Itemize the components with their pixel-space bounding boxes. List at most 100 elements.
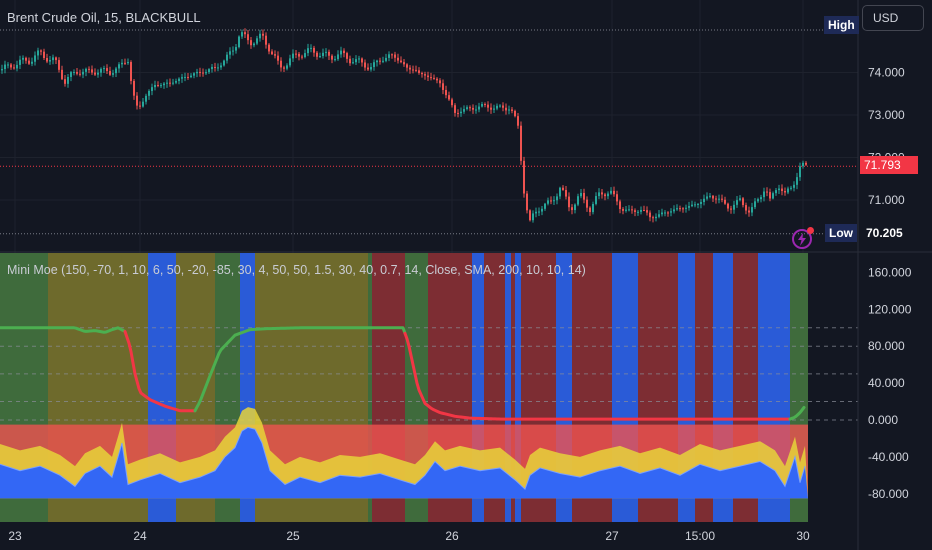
candle-body [472,107,474,110]
candle-body [784,190,786,193]
candle-body [763,191,765,198]
candle-body [565,189,567,197]
time-tick-label: 15:00 [685,529,715,543]
candle-body [286,65,288,69]
candle-body [127,62,129,64]
time-tick-label: 26 [445,529,459,543]
candle-body [631,209,633,211]
candle-body [196,71,198,74]
candle-body [184,76,186,78]
time-tick-label: 27 [605,529,619,543]
candle-body [430,77,432,79]
candle-body [253,43,255,46]
candle-body [142,101,144,107]
candle-body [13,67,15,69]
candle-body [355,59,357,63]
candle-body [118,64,120,69]
candle-body [754,201,756,208]
candle-body [85,68,87,72]
candle-body [25,57,27,61]
candle-body [241,32,243,37]
candle-body [727,203,729,209]
candle-body [529,210,531,221]
candle-body [802,162,804,167]
time-tick-label: 23 [8,529,22,543]
time-axis[interactable]: 23 24 25 26 27 15:00 30 [8,529,810,543]
candle-body [259,33,261,39]
candle-body [265,35,267,45]
candle-body [772,193,774,199]
candle-body [28,60,30,64]
indicator-moe-line [0,326,806,421]
candle-body [58,60,60,70]
candle-body [652,217,654,219]
background-band [511,253,515,522]
candle-body [733,204,735,210]
candle-body [343,50,345,54]
candle-body [247,34,249,41]
candle-body [601,192,603,195]
candle-body [160,85,162,87]
candle-body [145,95,147,102]
indicator-label[interactable]: Mini Moe (150, -70, 1, 10, 6, 50, -20, -… [7,263,586,277]
candle-body [481,104,483,107]
candle-body [730,208,732,210]
candle-body [67,76,69,84]
candle-body [469,107,471,109]
candle-body [163,83,165,86]
candle-body [256,38,258,44]
candle-body [187,76,189,78]
candle-body [427,75,429,78]
candle-body [250,40,252,46]
time-tick-label: 24 [133,529,147,543]
currency-button[interactable]: USD [862,5,924,31]
candle-body [571,207,573,211]
candle-body [412,69,414,71]
indicator-axis[interactable]: 160.000 120.000 80.000 40.000 0.000 -40.000 -8… [868,265,912,500]
candle-body [475,109,477,111]
moe-line-segment [403,331,791,421]
candle-body [166,82,168,84]
candle-body [124,62,126,64]
candle-body [700,202,702,204]
alert-lightning-icon[interactable] [792,229,812,249]
candle-body [556,196,558,201]
candle-body [358,58,360,60]
candle-body [790,187,792,189]
candle-body [262,33,264,36]
candle-body [319,56,321,58]
candle-body [547,200,549,204]
candle-body [322,52,324,57]
moe-line-segment [193,326,407,413]
candle-body [223,60,225,66]
candle-body [703,198,705,203]
candle-body [181,77,183,79]
candle-body [568,196,570,208]
candle-body [583,192,585,200]
candle-body [175,81,177,83]
candle-body [487,104,489,108]
candle-body [676,208,678,210]
candle-body [388,54,390,58]
price-tick-label: 73.000 [868,108,905,122]
candle-body [295,53,297,55]
candle-body [397,57,399,61]
symbol-title[interactable]: Brent Crude Oil, 15, BLACKBULL [7,10,201,25]
candle-body [466,107,468,110]
candle-body [520,125,522,161]
candle-body [304,53,306,58]
candle-body [178,78,180,82]
candle-body [508,109,510,111]
candle-body [622,209,624,211]
candle-body [103,68,105,70]
candle-body [280,60,282,68]
candle-body [172,82,174,84]
candle-body [73,71,75,73]
candle-body [391,54,393,56]
candle-body [709,195,711,197]
candle-body [346,53,348,59]
candle-body [199,71,201,73]
candle-body [532,213,534,221]
